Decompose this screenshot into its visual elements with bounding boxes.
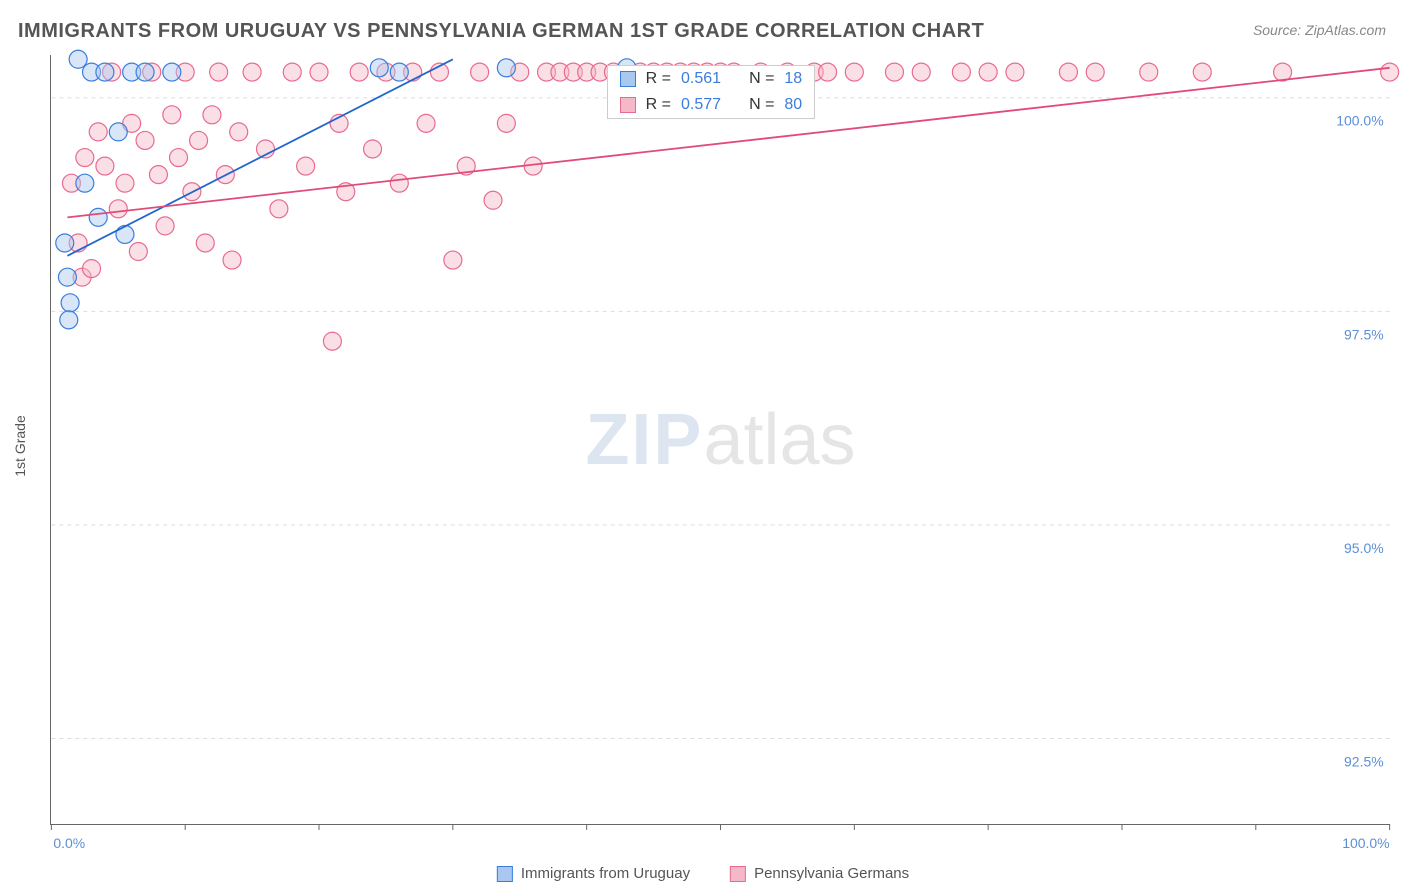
scatter-point bbox=[297, 157, 315, 175]
scatter-point bbox=[845, 63, 863, 81]
scatter-point bbox=[96, 63, 114, 81]
scatter-point bbox=[116, 174, 134, 192]
scatter-point bbox=[323, 332, 341, 350]
legend-item: Immigrants from Uruguay bbox=[497, 865, 690, 882]
scatter-point bbox=[83, 260, 101, 278]
scatter-point bbox=[76, 149, 94, 167]
scatter-point bbox=[1086, 63, 1104, 81]
plot-inner: ZIPatlas 92.5%95.0%97.5%100.0%0.0%100.0%… bbox=[51, 55, 1390, 824]
scatter-point bbox=[89, 208, 107, 226]
legend-bottom: Immigrants from Uruguay Pennsylvania Ger… bbox=[497, 865, 909, 882]
scatter-point bbox=[310, 63, 328, 81]
scatter-point bbox=[116, 225, 134, 243]
stats-r-label: R = bbox=[646, 96, 671, 114]
scatter-point bbox=[444, 251, 462, 269]
stats-row: R = 0.577 N = 80 bbox=[608, 92, 815, 118]
scatter-point bbox=[170, 149, 188, 167]
scatter-point bbox=[283, 63, 301, 81]
scatter-point bbox=[136, 63, 154, 81]
stats-box: R = 0.561 N = 18 R = 0.577 N = 80 bbox=[607, 65, 816, 119]
stats-r-label: R = bbox=[646, 70, 671, 88]
scatter-point bbox=[471, 63, 489, 81]
scatter-point bbox=[417, 114, 435, 132]
chart-title: IMMIGRANTS FROM URUGUAY VS PENNSYLVANIA … bbox=[18, 20, 984, 43]
chart-container: IMMIGRANTS FROM URUGUAY VS PENNSYLVANIA … bbox=[0, 0, 1406, 892]
scatter-point bbox=[76, 174, 94, 192]
scatter-point bbox=[196, 234, 214, 252]
legend-swatch bbox=[497, 866, 513, 882]
y-axis-label: 1st Grade bbox=[12, 415, 28, 476]
scatter-point bbox=[979, 63, 997, 81]
scatter-point bbox=[1059, 63, 1077, 81]
scatter-point bbox=[58, 268, 76, 286]
scatter-point bbox=[1006, 63, 1024, 81]
scatter-point bbox=[952, 63, 970, 81]
scatter-point bbox=[497, 114, 515, 132]
scatter-point bbox=[136, 131, 154, 149]
scatter-point bbox=[190, 131, 208, 149]
scatter-point bbox=[1193, 63, 1211, 81]
scatter-point bbox=[129, 243, 147, 261]
scatter-point bbox=[61, 294, 79, 312]
legend-label: Pennsylvania Germans bbox=[754, 865, 909, 882]
stats-r-value: 0.577 bbox=[681, 96, 721, 114]
scatter-point bbox=[89, 123, 107, 141]
scatter-svg bbox=[51, 55, 1390, 824]
scatter-point bbox=[203, 106, 221, 124]
scatter-point bbox=[484, 191, 502, 209]
stats-row: R = 0.561 N = 18 bbox=[608, 66, 815, 92]
scatter-point bbox=[885, 63, 903, 81]
x-tick-label: 100.0% bbox=[1342, 835, 1389, 851]
source-label: Source: ZipAtlas.com bbox=[1253, 22, 1386, 38]
scatter-point bbox=[370, 59, 388, 77]
scatter-point bbox=[163, 106, 181, 124]
legend-label: Immigrants from Uruguay bbox=[521, 865, 690, 882]
stats-r-value: 0.561 bbox=[681, 70, 721, 88]
scatter-point bbox=[149, 166, 167, 184]
legend-swatch bbox=[730, 866, 746, 882]
stats-swatch bbox=[620, 97, 636, 113]
scatter-point bbox=[69, 50, 87, 68]
scatter-point bbox=[390, 63, 408, 81]
scatter-point bbox=[156, 217, 174, 235]
stats-n-label: N = bbox=[749, 96, 774, 114]
scatter-point bbox=[210, 63, 228, 81]
x-tick-label: 0.0% bbox=[53, 835, 85, 851]
legend-item: Pennsylvania Germans bbox=[730, 865, 909, 882]
scatter-point bbox=[270, 200, 288, 218]
scatter-point bbox=[497, 59, 515, 77]
stats-n-value: 80 bbox=[784, 96, 802, 114]
scatter-point bbox=[163, 63, 181, 81]
scatter-point bbox=[390, 174, 408, 192]
stats-swatch bbox=[620, 71, 636, 87]
trend-line bbox=[67, 59, 452, 256]
scatter-point bbox=[109, 123, 127, 141]
scatter-point bbox=[56, 234, 74, 252]
stats-n-value: 18 bbox=[784, 70, 802, 88]
scatter-point bbox=[96, 157, 114, 175]
scatter-point bbox=[1140, 63, 1158, 81]
scatter-point bbox=[243, 63, 261, 81]
scatter-point bbox=[1381, 63, 1399, 81]
scatter-point bbox=[60, 311, 78, 329]
scatter-point bbox=[350, 63, 368, 81]
scatter-point bbox=[230, 123, 248, 141]
plot-area: ZIPatlas 92.5%95.0%97.5%100.0%0.0%100.0%… bbox=[50, 55, 1390, 825]
stats-n-label: N = bbox=[749, 70, 774, 88]
scatter-point bbox=[912, 63, 930, 81]
scatter-point bbox=[364, 140, 382, 158]
scatter-point bbox=[819, 63, 837, 81]
scatter-point bbox=[223, 251, 241, 269]
scatter-point bbox=[109, 200, 127, 218]
